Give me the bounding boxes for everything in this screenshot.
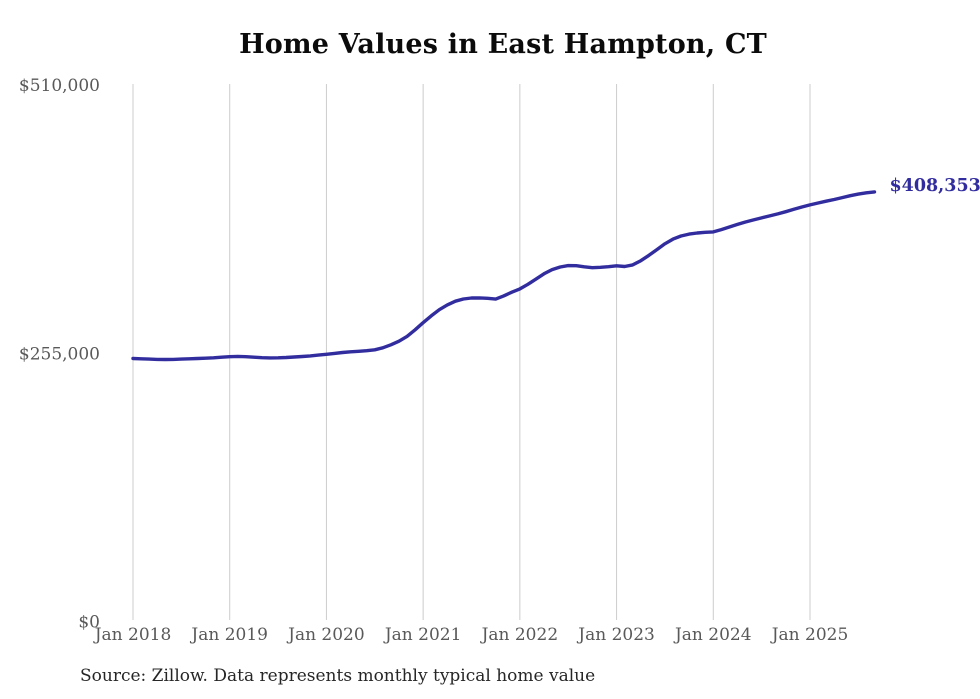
latest-value-label: $408,353 (889, 176, 980, 196)
y-axis-tick-label: $510,000 (19, 76, 100, 96)
x-axis-tick-label: Jan 2019 (189, 625, 268, 645)
x-axis-tick-label: Jan 2020 (286, 625, 365, 645)
y-axis-tick-label: $255,000 (19, 344, 100, 364)
x-axis-tick-label: Jan 2024 (673, 625, 752, 645)
source-note: Source: Zillow. Data represents monthly … (80, 666, 596, 686)
x-axis-tick-label: Jan 2018 (93, 625, 172, 645)
x-axis-tick-label: Jan 2021 (383, 625, 462, 645)
chart-title: Home Values in East Hampton, CT (239, 29, 767, 60)
x-axis-tick-label: Jan 2022 (480, 625, 559, 645)
x-axis-tick-label: Jan 2025 (770, 625, 849, 645)
x-axis-tick-label: Jan 2023 (576, 625, 655, 645)
y-axis-tick-label: $0 (78, 613, 100, 633)
home-value-line (131, 190, 877, 362)
